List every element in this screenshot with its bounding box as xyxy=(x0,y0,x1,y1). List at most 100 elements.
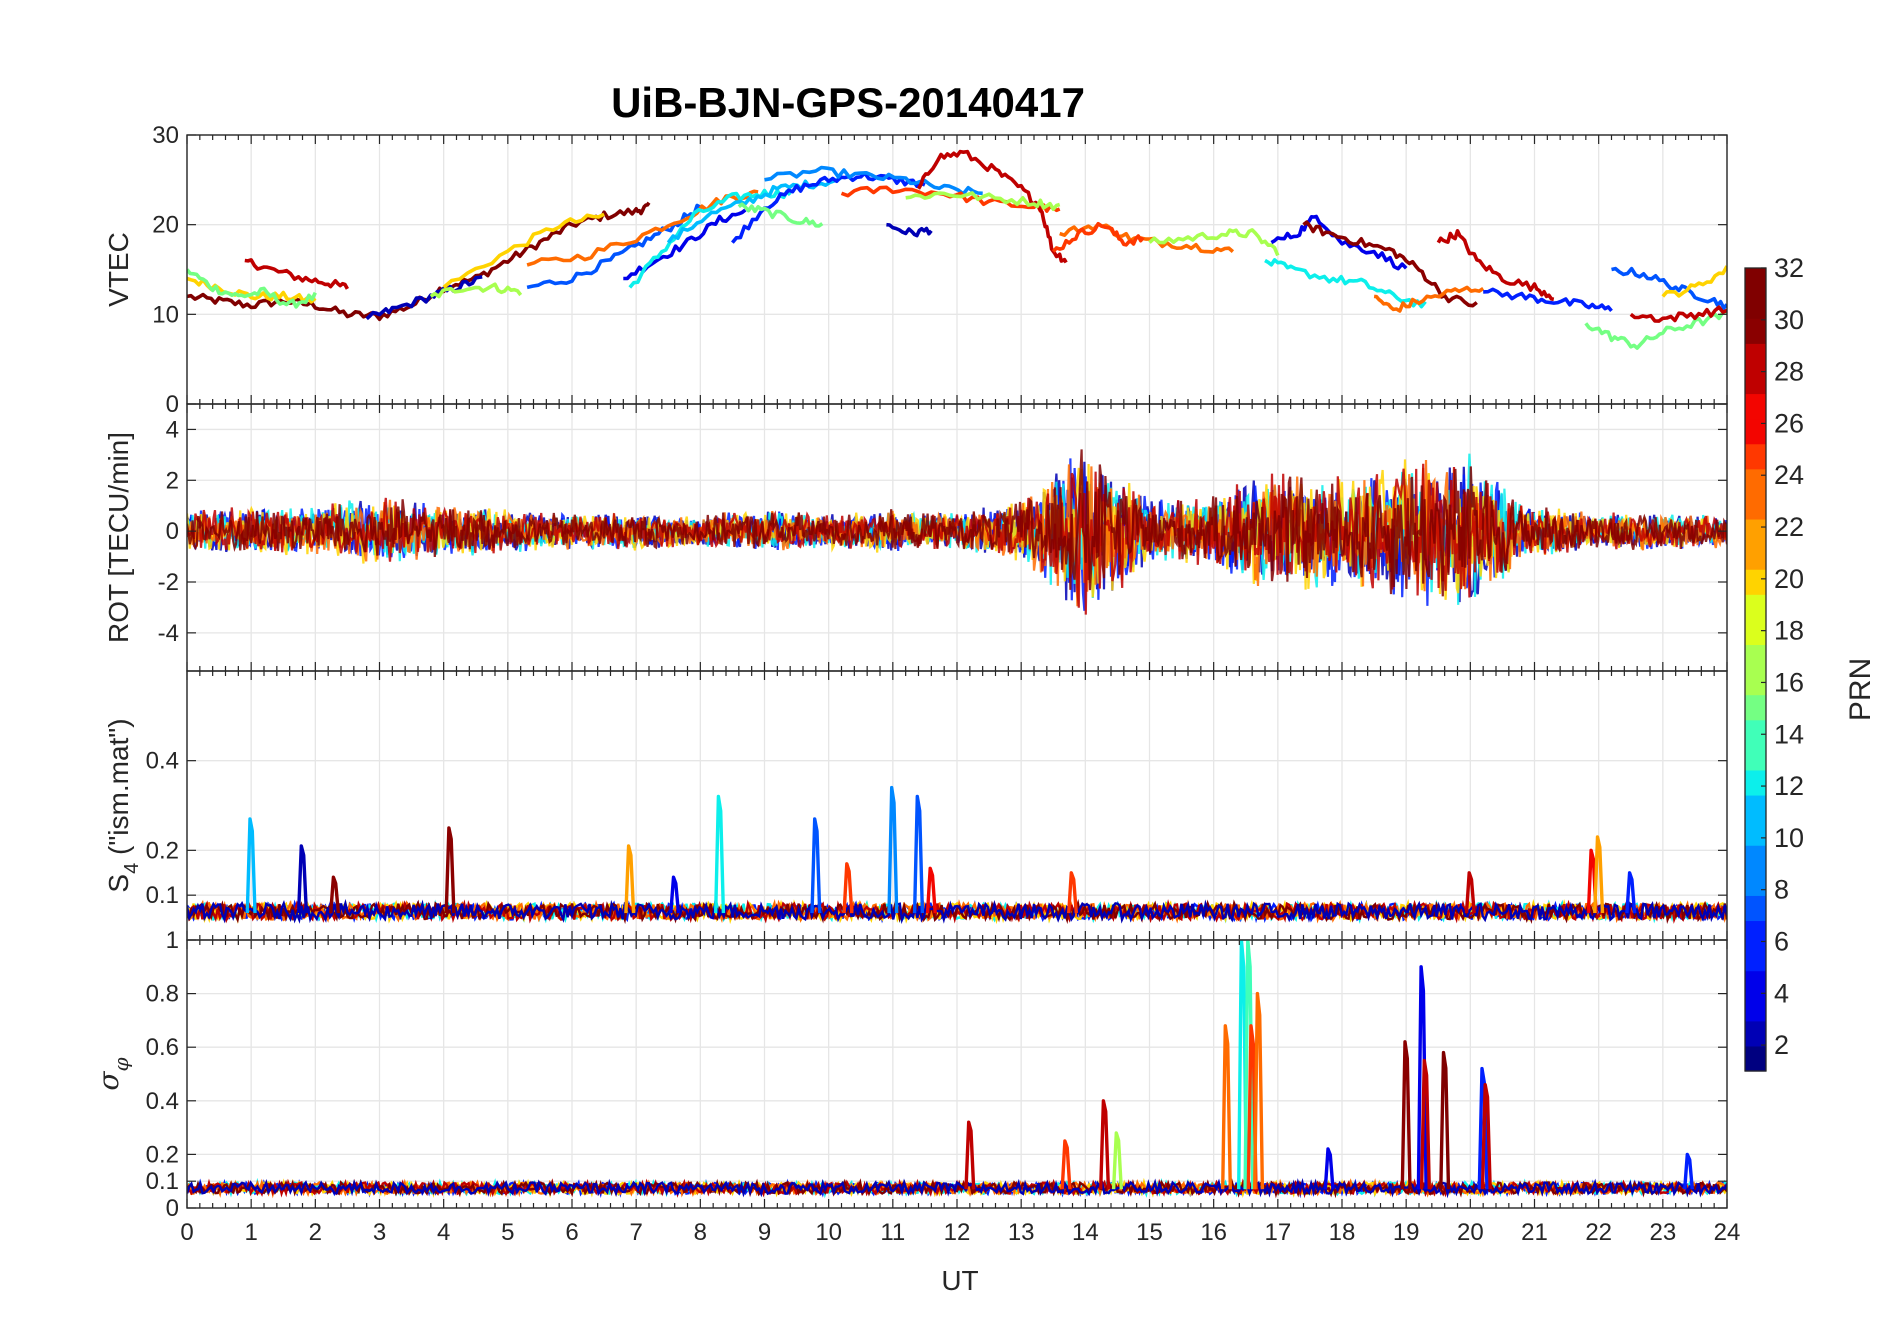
y-axis-label: σφ xyxy=(92,1057,133,1090)
colorbar-cell xyxy=(1745,719,1766,746)
y-tick-label: 0 xyxy=(166,1195,179,1222)
vtec-line-prn-16 xyxy=(187,268,317,309)
s4-spike-prn-27 xyxy=(925,866,937,914)
colorbar-cell xyxy=(1745,644,1766,671)
y-tick-label: 0.8 xyxy=(146,981,179,1008)
colorbar-tick-label: 30 xyxy=(1774,305,1804,335)
rot-line-prn-32 xyxy=(187,449,1727,597)
colorbar-cell xyxy=(1745,569,1766,595)
colorbar-cell xyxy=(1745,870,1766,896)
colorbar-tick-label: 18 xyxy=(1774,616,1804,646)
y-tick-label: 0.6 xyxy=(146,1034,179,1061)
colorbar-cell xyxy=(1745,945,1766,972)
colorbar-tick-label: 24 xyxy=(1774,460,1804,490)
x-tick-label: 15 xyxy=(1136,1219,1163,1246)
vtec-line-prn-18 xyxy=(429,282,523,299)
x-tick-label: 16 xyxy=(1200,1219,1227,1246)
x-tick-label: 9 xyxy=(758,1219,771,1246)
vtec-line-prn-6 xyxy=(1483,287,1613,313)
x-tick-label: 21 xyxy=(1521,1219,1548,1246)
x-tick-label: 17 xyxy=(1264,1219,1291,1246)
colorbar-tick-label: 8 xyxy=(1774,875,1789,905)
colorbar-cell xyxy=(1745,443,1766,470)
colorbar-cell xyxy=(1745,368,1766,395)
y-tick-label: 1 xyxy=(166,927,179,954)
colorbar-label: PRN xyxy=(1844,658,1877,721)
sigma-baseline-prn-3 xyxy=(187,1177,1727,1199)
s4-spike-prn-9 xyxy=(887,785,899,914)
x-tick-label: 13 xyxy=(1008,1219,1035,1246)
chart-title: UiB-BJN-GPS-20140417 xyxy=(611,79,1085,126)
x-tick-label: 6 xyxy=(565,1219,578,1246)
sigma-spike-prn-6 xyxy=(1683,1152,1694,1190)
y-axis-label: S4 ("ism.mat") xyxy=(103,718,143,892)
colorbar-tick-label: 16 xyxy=(1774,667,1804,697)
vtec-line-prn-18 xyxy=(1148,228,1280,257)
y-axis-label: ROT [TECU/min] xyxy=(103,432,134,643)
colorbar-cell xyxy=(1745,544,1766,570)
s4-spike-prn-11 xyxy=(245,817,257,914)
ticks: 00.10.2 0.4 0.6 0.8 1 xyxy=(146,927,1728,1222)
sigma-spike-prn-4 xyxy=(1323,1147,1335,1190)
colorbar-tick-label: 6 xyxy=(1774,926,1789,956)
x-axis-label: UT xyxy=(941,1265,978,1296)
s4-spike-prn-31 xyxy=(444,826,456,914)
y-tick-label: -4 xyxy=(158,620,179,647)
y-tick-label: 0.4 xyxy=(146,1088,179,1115)
x-tick-label: 10 xyxy=(815,1219,842,1246)
x-tick-label: 12 xyxy=(944,1219,971,1246)
colorbar-cell xyxy=(1745,820,1766,846)
colorbar-cell xyxy=(1745,518,1766,545)
x-tick-label: 5 xyxy=(501,1219,514,1246)
colorbar-tick-label: 2 xyxy=(1774,1030,1789,1060)
panel-vtec: 0 10 20 30 VTEC xyxy=(103,122,1728,418)
x-tick-label: 1 xyxy=(244,1219,257,1246)
colorbar-tick-label: 14 xyxy=(1774,719,1804,749)
vtec-line-prn-3 xyxy=(886,222,933,238)
x-tick-label: 4 xyxy=(437,1219,450,1246)
y-tick-label: 0 xyxy=(166,391,179,418)
sigma-spike-prn-24 xyxy=(1253,991,1265,1190)
colorbar-tick-label: 32 xyxy=(1774,253,1804,283)
sigma-spike-prn-28 xyxy=(1480,1083,1492,1190)
vtec-line-prn-28 xyxy=(1436,229,1555,302)
sigma-spike-prn-24 xyxy=(1221,1024,1232,1190)
y-tick-label: 20 xyxy=(152,212,179,239)
colorbar-cell xyxy=(1745,895,1766,922)
x-tick-label: 19 xyxy=(1393,1219,1420,1246)
colorbar-cell xyxy=(1745,468,1766,495)
colorbar-cell xyxy=(1745,995,1766,1022)
vtec-line-prn-28 xyxy=(244,258,349,290)
s4-spike-prn-2 xyxy=(296,844,309,914)
vtec-line-prn-24 xyxy=(1373,285,1485,313)
x-tick-label: 11 xyxy=(880,1219,905,1246)
ticks: 0 10 20 30 xyxy=(152,122,1728,418)
colorbar-cell xyxy=(1745,268,1766,294)
colorbar-cell xyxy=(1745,669,1766,696)
colorbar-cell xyxy=(1745,343,1766,369)
vtec-line-prn-8 xyxy=(526,203,702,290)
y-tick-label: 0.2 xyxy=(146,1141,179,1168)
panel-rot: -4 -2 0 2 4 ROT [TECU/min] xyxy=(103,403,1728,672)
x-tick-label: 7 xyxy=(629,1219,642,1246)
vtec-line-prn-13 xyxy=(1264,258,1427,309)
colorbar-cell xyxy=(1745,418,1766,445)
vtec-line-prn-17 xyxy=(905,191,1061,211)
s4-spike-prn-8 xyxy=(912,794,925,914)
sigma-spike-prn-28 xyxy=(964,1120,976,1190)
colorbar-cell xyxy=(1745,1045,1766,1072)
colorbar-cell xyxy=(1745,594,1766,620)
colorbar-cell xyxy=(1745,744,1766,771)
vtec-line-prn-20 xyxy=(1661,265,1727,298)
x-tick-label: 0 xyxy=(180,1219,193,1246)
colorbar-cell xyxy=(1745,970,1766,997)
colorbar-tick-label: 26 xyxy=(1774,408,1804,438)
s4-spike-prn-26 xyxy=(1067,871,1078,914)
vtec-line-prn-20 xyxy=(442,212,605,289)
vtec-line-prn-9 xyxy=(764,165,983,196)
sigma-spike-prn-28 xyxy=(1419,1058,1431,1190)
colorbar-cell xyxy=(1745,920,1766,947)
